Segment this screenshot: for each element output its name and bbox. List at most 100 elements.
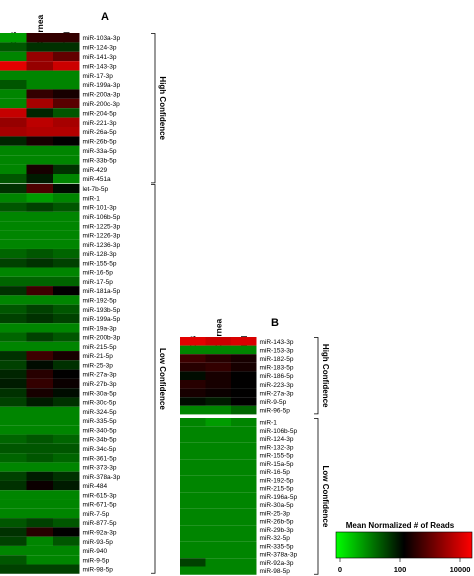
heatmap-cell [26, 499, 53, 509]
row-label: miR-27b-3p [83, 381, 117, 388]
heatmap-cell [53, 416, 80, 426]
heatmap-cell [53, 117, 80, 127]
row-label: miR-1 [83, 195, 101, 202]
heatmap-cell [0, 453, 27, 463]
heatmap-cell [0, 51, 27, 62]
heatmap-cell [26, 211, 53, 222]
row-label: miR-199a-5p [83, 316, 121, 323]
heatmap-cell [180, 362, 206, 372]
heatmap-cell [26, 434, 53, 444]
heatmap-cell [53, 564, 80, 574]
heatmap-cell [0, 323, 27, 333]
row-label: miR-34c-5p [83, 446, 117, 453]
heatmap-cell [26, 369, 53, 379]
heatmap-cell [26, 351, 53, 361]
heatmap-cell [26, 480, 53, 491]
panel-b: BCBCorneaTMmiR-143-3pmiR-153-3pmiR-182-5… [180, 317, 330, 575]
heatmap-cell [180, 467, 206, 476]
heatmap-cell [231, 337, 257, 346]
row-label: miR-378a-3p [83, 474, 121, 481]
heatmap-cell [231, 371, 257, 380]
heatmap-cell [53, 360, 80, 370]
heatmap-cell [0, 127, 27, 137]
heatmap-cell [26, 341, 53, 352]
row-label: miR-153-3p [260, 347, 294, 354]
heatmap-cell [53, 536, 80, 546]
heatmap-cell [26, 248, 53, 259]
row-label: miR-204-5p [83, 110, 117, 117]
row-label: miR-451a [83, 176, 112, 183]
row-label: miR-484 [83, 483, 108, 490]
heatmap-cell [53, 453, 80, 463]
row-label: miR-143-3p [83, 63, 117, 70]
row-label: miR-16-5p [260, 469, 291, 476]
row-label: miR-221-3p [83, 120, 117, 127]
heatmap-cell [0, 42, 27, 52]
row-label: miR-1 [260, 420, 278, 427]
row-label: miR-1236-3p [83, 242, 121, 249]
heatmap-cell [0, 536, 27, 546]
row-label: miR-27a-3p [260, 390, 294, 397]
heatmap-cell [231, 566, 257, 575]
column-header: Cornea [213, 318, 223, 348]
heatmap-cell [0, 239, 27, 249]
row-label: miR-182-5p [260, 356, 294, 363]
heatmap-cell [231, 525, 257, 534]
row-label: miR-25-3p [83, 362, 114, 369]
heatmap-cell [26, 145, 53, 156]
heatmap-cell [53, 490, 80, 500]
heatmap-cell [231, 426, 257, 435]
heatmap-cell [53, 127, 80, 137]
row-label: miR-200b-3p [83, 335, 121, 342]
heatmap-cell [26, 406, 53, 416]
heatmap-cell [53, 211, 80, 222]
row-label: miR-124-3p [260, 436, 294, 443]
heatmap-cell [205, 397, 231, 406]
row-label: miR-196a-5p [260, 494, 298, 501]
heatmap-cell [26, 304, 53, 314]
heatmap-cell [53, 332, 80, 342]
legend-tick-label: 0 [338, 565, 342, 574]
heatmap-cell [53, 80, 80, 90]
heatmap-cell [26, 221, 53, 231]
heatmap-cell [231, 533, 257, 542]
heatmap-cell [0, 378, 27, 389]
row-label: miR-17-5p [83, 279, 114, 286]
heatmap-cell [180, 434, 206, 443]
heatmap-cell [0, 80, 27, 90]
heatmap-cell [53, 323, 80, 333]
group-bracket [151, 184, 156, 574]
heatmap-cell [180, 500, 206, 509]
heatmap-cell [0, 406, 27, 416]
group-label: High Confidence [321, 344, 330, 408]
row-label: miR-132-3p [260, 444, 294, 451]
heatmap-cell [205, 467, 231, 476]
heatmap-cell [26, 230, 53, 240]
heatmap-cell [205, 484, 231, 493]
row-label: miR-378a-3p [260, 552, 298, 559]
heatmap-cell [0, 295, 27, 305]
heatmap-cell [231, 475, 257, 484]
heatmap-cell [205, 517, 231, 526]
heatmap-cell [231, 558, 257, 567]
heatmap-cell [180, 371, 206, 380]
heatmap-cell [180, 418, 206, 427]
heatmap-cell [26, 98, 53, 109]
heatmap-cell [53, 267, 80, 277]
heatmap-cell [231, 550, 257, 559]
heatmap-cell [26, 276, 53, 287]
heatmap-cell [180, 550, 206, 559]
heatmap-cell [53, 518, 80, 528]
heatmap-cell [26, 164, 53, 174]
row-label: miR-186-5p [260, 373, 294, 380]
row-label: miR-141-3p [83, 54, 117, 61]
heatmap-cell [26, 51, 53, 62]
heatmap-cell [26, 202, 53, 212]
heatmap-cell [53, 136, 80, 146]
row-label: miR-877-5p [83, 520, 117, 527]
heatmap-cell [53, 108, 80, 118]
heatmap-cell [0, 508, 27, 519]
heatmap-cell [0, 313, 27, 324]
heatmap-cell [26, 536, 53, 546]
heatmap-cell [53, 164, 80, 174]
